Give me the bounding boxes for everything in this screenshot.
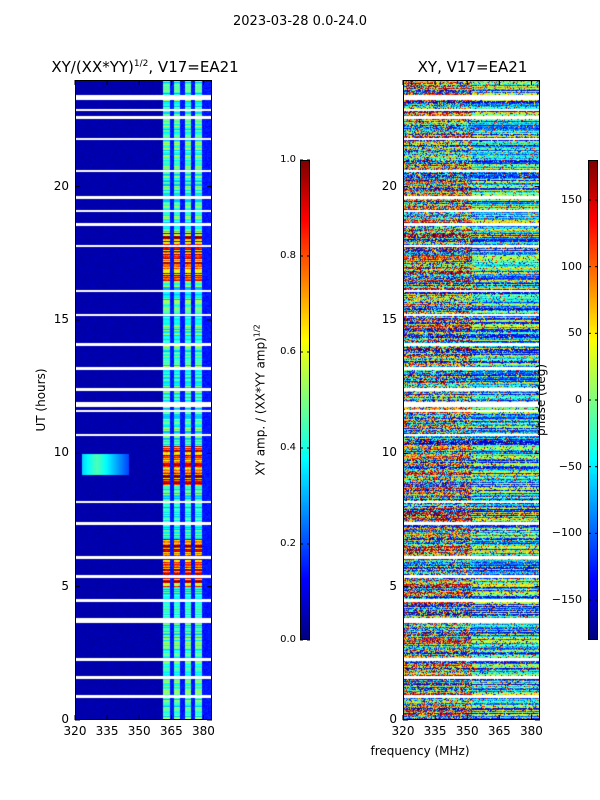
left-plot-title-main: XY/(XX*YY) bbox=[51, 58, 134, 76]
y-tick-label: 0 bbox=[389, 712, 397, 726]
y-tick-label: 0 bbox=[61, 712, 69, 726]
colorbar-tick-label: 50 bbox=[568, 326, 582, 340]
x-tick-label: 335 bbox=[423, 724, 447, 738]
left-plot-title: XY/(XX*YY)1/2, V17=EA21 bbox=[40, 58, 250, 76]
figure-suptitle: 2023-03-28 0.0-24.0 bbox=[233, 14, 367, 29]
amplitude-plot-frame bbox=[75, 80, 212, 720]
x-tick-label: 335 bbox=[95, 724, 119, 738]
amplitude-colorbar bbox=[300, 160, 310, 640]
phase-heatmap bbox=[403, 80, 540, 720]
phase-colorbar bbox=[588, 160, 598, 640]
colorbar-tick-label: 0.6 bbox=[280, 346, 296, 357]
y-tick-label: 20 bbox=[381, 178, 397, 193]
colorbar-tick-label: 0.2 bbox=[280, 538, 296, 549]
x-tick-label: 350 bbox=[455, 724, 479, 738]
left-plot-title-sup: 1/2 bbox=[133, 59, 149, 69]
colorbar-tick-label: 1.0 bbox=[280, 154, 296, 165]
x-axis-label: frequency (MHz) bbox=[370, 744, 470, 758]
x-tick-label: 365 bbox=[159, 724, 183, 738]
y-tick-label: 5 bbox=[61, 578, 69, 593]
amplitude-heatmap bbox=[75, 80, 212, 720]
y-tick-label: 5 bbox=[389, 578, 397, 593]
colorbar-tick-label: 0 bbox=[575, 393, 582, 406]
y-tick-label: 20 bbox=[53, 178, 69, 193]
y-tick-label: 10 bbox=[381, 445, 397, 460]
y-tick-label: 15 bbox=[53, 312, 69, 326]
colorbar-tick-label: −50 bbox=[558, 459, 582, 473]
x-tick-label: 380 bbox=[191, 724, 215, 738]
colorbar-tick-label: 0.8 bbox=[280, 250, 296, 261]
colorbar-tick-label: −100 bbox=[551, 526, 582, 540]
x-tick-label: 365 bbox=[487, 724, 511, 738]
x-tick-label: 320 bbox=[391, 724, 415, 738]
right-plot-title: XY, V17=EA21 bbox=[417, 58, 528, 76]
x-tick-label: 320 bbox=[63, 724, 87, 738]
colorbar-tick-label: −150 bbox=[551, 593, 582, 606]
amplitude-colorbar-frame bbox=[300, 160, 310, 640]
left-plot-title-rest: , V17=EA21 bbox=[148, 58, 239, 76]
y-tick-label: 15 bbox=[381, 312, 397, 326]
phase-plot-frame bbox=[403, 80, 540, 720]
colorbar-tick-label: 0.0 bbox=[280, 634, 296, 645]
y-tick-label: 10 bbox=[53, 445, 69, 460]
x-tick-label: 380 bbox=[519, 724, 543, 738]
colorbar-tick-label: 0.4 bbox=[280, 442, 296, 453]
colorbar-tick-label: 150 bbox=[561, 193, 582, 206]
colorbar-tick-label: 100 bbox=[561, 259, 582, 273]
x-tick-label: 350 bbox=[127, 724, 151, 738]
